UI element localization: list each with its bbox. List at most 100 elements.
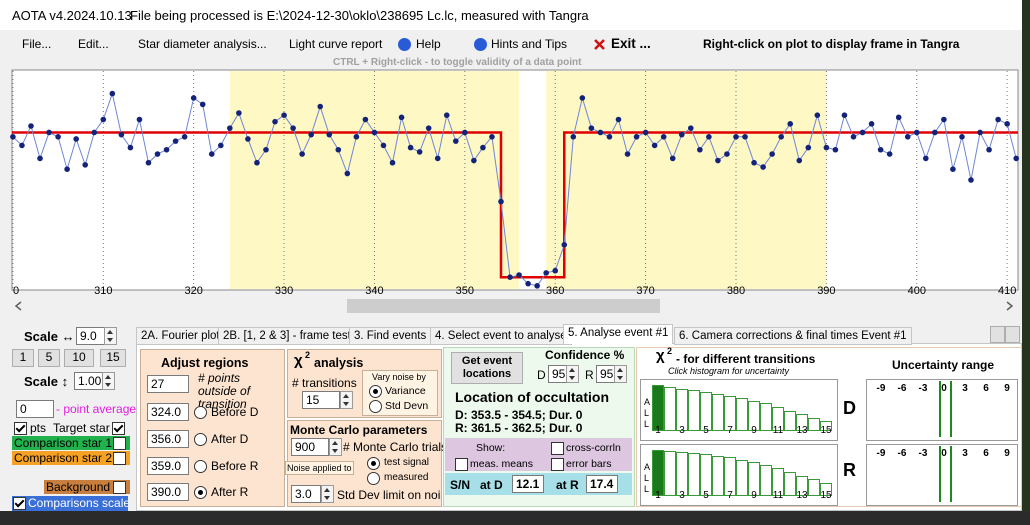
data-point — [380, 142, 387, 149]
checkbox[interactable] — [13, 497, 26, 510]
app-version: AOTA v4.2024.10.13 — [12, 8, 132, 23]
histogram-bar — [700, 392, 712, 431]
uncertainty-label: -6 — [897, 383, 907, 394]
region-input: 390.0 — [147, 483, 189, 501]
spinner[interactable] — [340, 391, 353, 409]
tab[interactable]: 3. Find events — [349, 327, 432, 345]
uncertainty-label: -9 — [876, 383, 886, 394]
zero-marker — [939, 381, 952, 437]
data-point — [471, 157, 477, 164]
data-point — [877, 146, 884, 153]
checkbox[interactable] — [551, 458, 564, 471]
histogram-bar — [760, 403, 772, 431]
data-point — [932, 129, 938, 136]
data-point — [199, 101, 206, 108]
scroll-thumb[interactable] — [347, 299, 660, 313]
tab-scroll-right[interactable] — [1005, 326, 1020, 343]
step-button[interactable]: 1 — [12, 349, 34, 367]
radio[interactable] — [369, 400, 382, 413]
data-point — [597, 129, 604, 136]
data-point — [227, 125, 233, 131]
checkbox[interactable] — [551, 442, 564, 455]
checkbox[interactable] — [113, 452, 126, 465]
r-location: R: 361.5 - 362.5; Dur. 0 — [455, 421, 583, 435]
d-name: D — [843, 398, 856, 418]
step-button[interactable]: 10 — [64, 349, 94, 367]
region-option: Before R — [211, 459, 259, 473]
data-point — [796, 157, 803, 164]
histogram-bar — [736, 459, 748, 496]
histogram-bar — [784, 410, 796, 431]
spinner[interactable] — [321, 485, 334, 503]
menu-help[interactable]: Help — [416, 37, 441, 51]
average-select[interactable]: 0 — [16, 400, 54, 418]
spinner[interactable] — [329, 438, 342, 456]
menu-exit[interactable]: Exit ... — [611, 36, 651, 51]
help-icon — [398, 38, 411, 51]
tab-scroll-left[interactable] — [990, 326, 1005, 343]
spinner[interactable] — [614, 365, 627, 383]
data-point — [552, 267, 559, 274]
menu-hints[interactable]: Hints and Tips — [491, 37, 568, 51]
data-point — [217, 142, 224, 149]
data-point — [425, 125, 432, 131]
checkbox[interactable] — [112, 422, 125, 435]
data-point — [615, 116, 622, 123]
checkbox[interactable] — [113, 437, 126, 450]
menu-file[interactable]: File... — [22, 37, 52, 51]
data-point — [724, 151, 730, 157]
uncertainty-d — [866, 379, 1018, 441]
radio[interactable] — [194, 486, 207, 499]
data-point — [208, 151, 215, 157]
data-point — [1004, 121, 1010, 127]
confidence-title: Confidence % — [545, 348, 625, 362]
histogram-bar — [676, 452, 688, 496]
data-point — [181, 134, 188, 140]
zero-marker — [939, 446, 952, 502]
checkbox[interactable] — [14, 422, 27, 435]
menu-note: Right-click on plot to display frame in … — [703, 37, 960, 51]
spinner[interactable] — [102, 372, 115, 390]
step-button[interactable]: 5 — [38, 349, 60, 367]
data-point — [91, 129, 98, 136]
menu-report[interactable]: Light curve report — [289, 37, 383, 51]
menu-edit[interactable]: Edit... — [78, 37, 109, 51]
radio[interactable] — [194, 406, 207, 419]
histogram-bar — [652, 385, 664, 431]
panel-title: Adjust regions — [161, 356, 249, 370]
histogram-subtitle: Click histogram for uncertainty — [668, 366, 790, 376]
spinner[interactable] — [566, 365, 579, 383]
tab[interactable]: 2A. Fourier plot — [136, 327, 225, 345]
noise-option: Std Devn — [385, 400, 429, 412]
sn-d: 12.1 — [512, 475, 544, 493]
data-point — [326, 131, 333, 138]
tab[interactable]: 4. Select event to analyse — [430, 327, 572, 345]
step-button[interactable]: 15 — [100, 349, 126, 367]
histogram-r — [640, 444, 838, 506]
checkbox[interactable] — [455, 458, 468, 471]
histogram-title: - for different transitions — [676, 352, 816, 366]
radio[interactable] — [367, 472, 380, 485]
data-point — [145, 159, 152, 166]
x-tick-label: 360 — [546, 285, 564, 297]
at-r: at R — [556, 478, 579, 492]
tab[interactable]: 2B. [1, 2 & 3] - frame test — [218, 327, 356, 345]
radio[interactable] — [369, 385, 382, 398]
tab[interactable]: 6. Camera corrections & final times Even… — [674, 327, 912, 345]
data-point — [678, 131, 685, 138]
checkbox[interactable] — [113, 481, 126, 494]
menu-star-diameter[interactable]: Star diameter analysis... — [138, 37, 267, 51]
radio[interactable] — [194, 460, 207, 473]
data-point — [290, 125, 296, 131]
spinner[interactable] — [104, 327, 117, 345]
get-event-button[interactable]: Get event locations — [451, 352, 523, 384]
histogram-bar — [748, 462, 760, 496]
data-point — [913, 129, 920, 136]
tab-active[interactable]: 5. Analyse event #1 — [563, 324, 674, 344]
data-point — [742, 134, 748, 140]
radio[interactable] — [367, 457, 380, 470]
radio[interactable] — [194, 433, 207, 446]
scale-v-label: Scale ↕ — [24, 374, 69, 389]
uncertainty-label: 6 — [983, 448, 989, 459]
histogram-label: 9 — [751, 490, 757, 501]
